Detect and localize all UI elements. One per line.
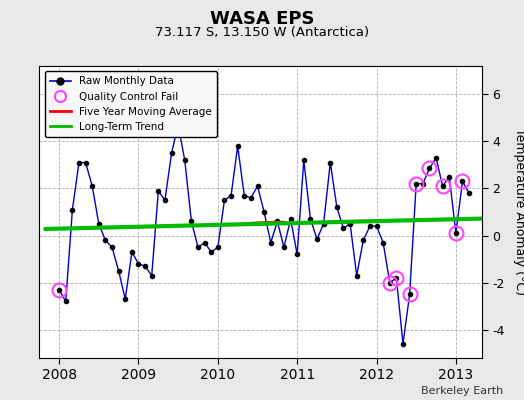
Text: 73.117 S, 13.150 W (Antarctica): 73.117 S, 13.150 W (Antarctica) [155,26,369,39]
Legend: Raw Monthly Data, Quality Control Fail, Five Year Moving Average, Long-Term Tren: Raw Monthly Data, Quality Control Fail, … [45,71,217,137]
Text: WASA EPS: WASA EPS [210,10,314,28]
Text: Berkeley Earth: Berkeley Earth [421,386,503,396]
Y-axis label: Temperature Anomaly (°C): Temperature Anomaly (°C) [512,128,524,296]
